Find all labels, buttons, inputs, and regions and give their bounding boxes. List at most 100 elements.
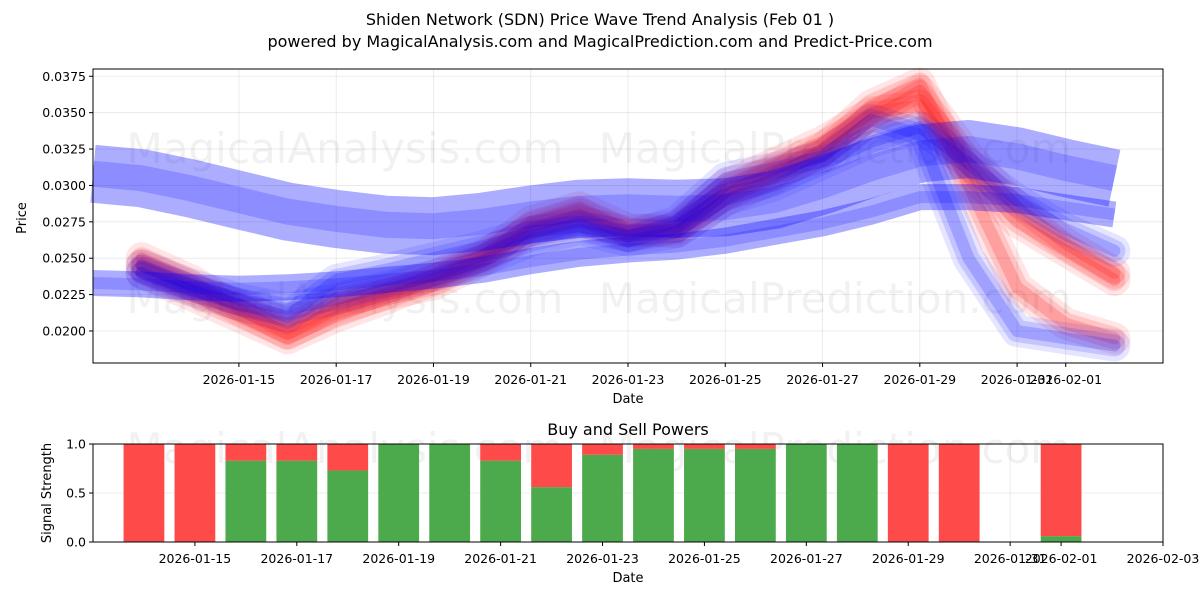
price-band-core-blue-trend-band: [92, 191, 1116, 295]
chart-subtitle: powered by MagicalAnalysis.com and Magic…: [267, 32, 932, 51]
sell-bar: [684, 444, 725, 449]
sell-bar: [225, 444, 267, 461]
buy-bar: [836, 444, 878, 542]
price-x-axis-label: Date: [612, 392, 643, 407]
price-band-core-blue-wide-band: [91, 136, 1118, 240]
price-wave-red-wave-C-layer-1: [130, 94, 1126, 335]
price-x-tick-label: 2026-01-15: [203, 372, 276, 387]
sell-bar: [480, 444, 521, 461]
sell-bar: [174, 444, 216, 542]
price-wave-red-wave-C-layer-2: [135, 99, 1121, 330]
price-y-tick-label: 0.0275: [42, 214, 86, 229]
signal-x-tick-label: 2026-01-25: [668, 551, 741, 566]
buy-bar: [378, 444, 420, 542]
price-panel: MagicalAnalysis.com MagicalPrediction.co…: [15, 67, 1164, 407]
signal-bars: [123, 444, 1082, 542]
price-x-tick-label: 2026-01-19: [397, 372, 470, 387]
price-y-tick-label: 0.0225: [42, 287, 86, 302]
price-x-tick-label: 2026-01-29: [883, 372, 956, 387]
price-wave-red-wave-C-layer-0: [125, 89, 1131, 340]
signal-chart-title: Buy and Sell Powers: [547, 420, 709, 439]
buy-bar: [225, 460, 267, 542]
sell-bar: [938, 444, 980, 542]
signal-x-tick-label: 2026-01-31: [974, 551, 1047, 566]
buy-bar: [633, 448, 674, 542]
price-grid: [93, 69, 1163, 363]
price-band-blue-trend-band: [92, 184, 1117, 302]
price-bands: [90, 67, 1131, 362]
price-wave-red-wave-A-layer-2: [135, 84, 1121, 340]
signal-x-tick-label: 2026-01-15: [159, 551, 232, 566]
watermark-analysis-top: MagicalAnalysis.com: [127, 124, 564, 173]
price-wave-red-wave-A-layer-0: [125, 74, 1131, 350]
signal-x-tick-label: 2026-01-23: [566, 551, 639, 566]
price-x-tick-label: 2026-01-27: [786, 372, 859, 387]
price-wave-red-wave-B-layer-1: [130, 72, 1126, 350]
price-x-tick-label: 2026-02-01: [1029, 372, 1102, 387]
buy-bar: [684, 448, 725, 542]
price-wave-red-wave-B-layer-2: [135, 77, 1121, 345]
signal-x-tick-label: 2026-01-17: [260, 551, 333, 566]
buy-bar: [582, 454, 623, 542]
signal-x-tick-label: 2026-01-27: [770, 551, 843, 566]
sell-bar: [123, 444, 165, 542]
buy-bar: [531, 487, 572, 542]
price-band-blue-wide-band: [90, 120, 1121, 256]
price-y-tick-label: 0.0200: [42, 323, 86, 338]
signal-y-tick-label: 0.0: [66, 535, 86, 550]
watermark-prediction-bottom: MagicalPrediction.com: [599, 274, 1072, 323]
signal-x-axis-label: Date: [612, 571, 643, 586]
price-y-axis-label: Price: [15, 202, 30, 234]
watermark-analysis-bottom: MagicalAnalysis.com: [127, 274, 564, 323]
sell-bar: [735, 444, 776, 449]
price-y-tick-label: 0.0325: [42, 142, 86, 157]
price-x-tick-label: 2026-01-31: [981, 372, 1054, 387]
sell-bar: [276, 444, 318, 461]
price-wave-blue-wave-B-layer-2: [135, 113, 1121, 352]
price-wave-blue-wave-B-layer-0: [125, 103, 1131, 362]
signal-x-ticks: 2026-01-15 2026-01-17 2026-01-19 2026-01-21…: [159, 542, 1200, 566]
sell-bar: [887, 444, 929, 542]
sell-bar: [582, 444, 623, 455]
sell-bar: [633, 444, 674, 449]
buy-bar: [327, 470, 369, 542]
signal-y-tick-label: 0.5: [66, 486, 86, 501]
signal-x-tick-label: 2026-01-29: [872, 551, 945, 566]
signal-y-axis-label: Signal Strength: [40, 443, 55, 543]
buy-bar: [276, 460, 318, 542]
signal-y-tick-label: 1.0: [66, 437, 86, 452]
watermark-prediction-top: MagicalPrediction.com: [599, 124, 1072, 173]
price-x-tick-label: 2026-01-21: [494, 372, 567, 387]
price-wave-blue-wave-A-layer-0: [125, 111, 1131, 326]
sell-bar: [531, 444, 572, 488]
price-wave-red-wave-B-layer-0: [125, 67, 1131, 355]
signal-x-tick-label: 2026-02-03: [1127, 551, 1200, 566]
signal-panel: Buy and Sell Powers MagicalAnalysis.com …: [40, 420, 1199, 586]
price-x-tick-label: 2026-01-23: [592, 372, 665, 387]
sell-bar: [1040, 444, 1082, 537]
buy-bar: [735, 448, 776, 542]
price-y-ticks: 0.0200 0.0225 0.0250 0.0275 0.0300 0.0325 0.03…: [42, 69, 93, 338]
price-y-tick-label: 0.0350: [42, 105, 86, 120]
price-wave-red-wave-A-layer-1: [130, 79, 1126, 345]
price-x-tick-label: 2026-01-25: [689, 372, 762, 387]
price-y-tick-label: 0.0375: [42, 69, 86, 84]
price-x-ticks: 2026-01-15 2026-01-17 2026-01-19 2026-01-21…: [203, 363, 1102, 387]
sell-bar: [327, 444, 369, 471]
chart-title: Shiden Network (SDN) Price Wave Trend An…: [366, 10, 834, 29]
watermark-prediction-signal: MagicalPrediction.com: [599, 424, 1072, 473]
price-y-tick-label: 0.0250: [42, 251, 86, 266]
price-x-tick-label: 2026-01-17: [300, 372, 373, 387]
signal-x-tick-label: 2026-01-19: [362, 551, 435, 566]
price-y-tick-label: 0.0300: [42, 178, 86, 193]
signal-y-ticks: 0.0 0.5 1.0: [66, 437, 93, 550]
price-wave-blue-wave-A-layer-1: [130, 116, 1126, 321]
buy-bar: [429, 444, 471, 542]
signal-x-tick-label: 2026-02-01: [1025, 551, 1098, 566]
buy-bar: [785, 444, 827, 542]
buy-bar: [480, 460, 521, 542]
signal-x-tick-label: 2026-01-21: [464, 551, 537, 566]
buy-bar: [1040, 536, 1082, 542]
price-wave-blue-wave-A-layer-2: [135, 121, 1121, 316]
